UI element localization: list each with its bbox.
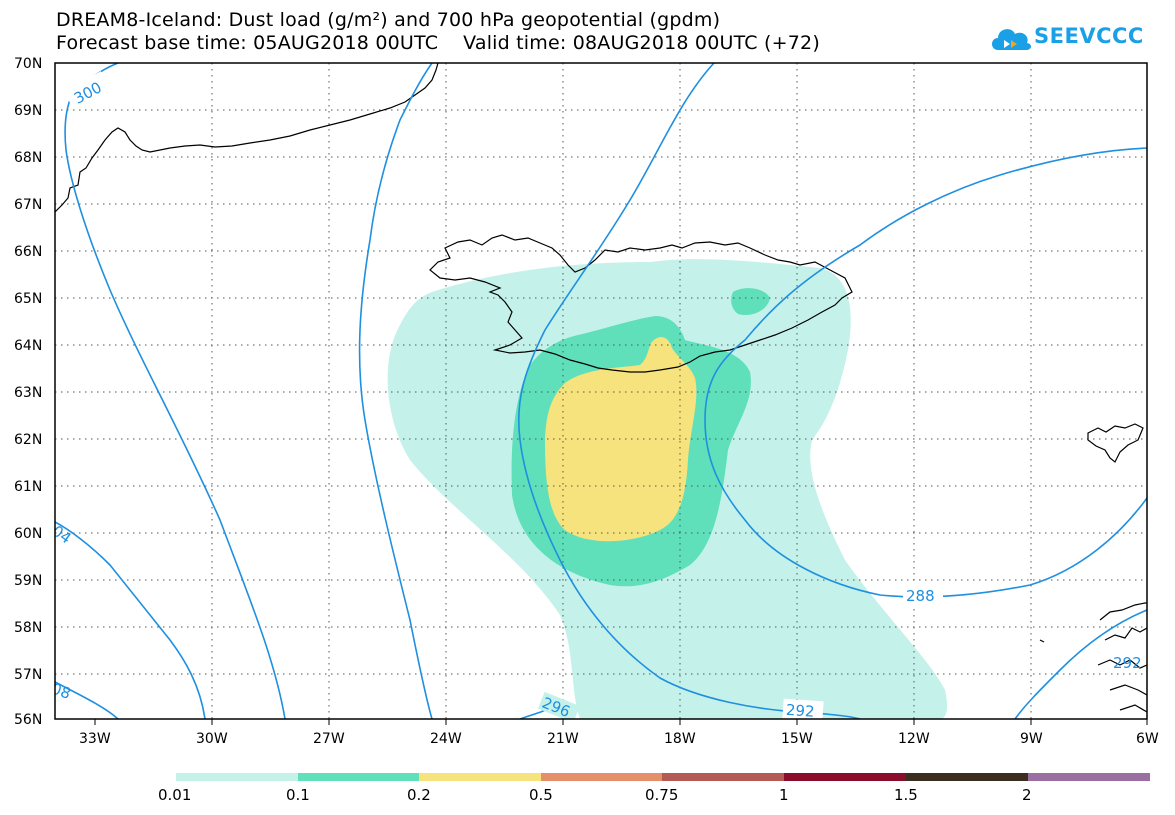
colorbar: 0.01 0.1 0.2 0.5 0.75 1 1.5 2: [158, 773, 1150, 804]
colorbar-swatch-0: [176, 773, 298, 781]
colorbar-swatch-1: [298, 773, 419, 781]
lon-label-15w: 15W: [781, 731, 813, 747]
colorbar-label-5: 1: [779, 786, 789, 804]
cloud-icon: [992, 29, 1032, 50]
colorbar-label-3: 0.5: [529, 786, 553, 804]
lat-label-68n: 68N: [14, 150, 42, 166]
faroe-coast: [1087, 423, 1144, 463]
lat-label-60n: 60N: [14, 526, 42, 542]
dust-area-0.1-east: [731, 288, 770, 316]
colorbar-swatch-7: [1028, 773, 1150, 781]
lat-label-66n: 66N: [14, 244, 42, 260]
grid-lines: [55, 63, 1147, 719]
iceland-coast: [429, 234, 853, 373]
lon-label-33w: 33W: [79, 731, 111, 747]
colorbar-swatch-6: [906, 773, 1028, 781]
lat-label-65n: 65N: [14, 291, 42, 307]
lat-label-62n: 62N: [14, 432, 42, 448]
lon-label-24w: 24W: [430, 731, 462, 747]
colorbar-label-7: 2: [1022, 786, 1032, 804]
map-title: DREAM8-Iceland: Dust load (g/m²) and 700…: [56, 9, 721, 31]
colorbar-label-1: 0.1: [286, 786, 310, 804]
colorbar-label-2: 0.2: [407, 786, 431, 804]
lat-label-59n: 59N: [14, 573, 42, 589]
lon-label-30w: 30W: [196, 731, 228, 747]
lat-label-70n: 70N: [14, 56, 42, 72]
lon-label-27w: 27W: [313, 731, 345, 747]
plot-frame: [54, 62, 1148, 720]
contour-292-se: [1014, 609, 1147, 719]
lat-label-63n: 63N: [14, 385, 42, 401]
forecast-times: Forecast base time: 05AUG2018 00UTC Vali…: [56, 32, 820, 54]
contour-label-308: 308: [40, 676, 73, 703]
lon-label-18w: 18W: [664, 731, 696, 747]
colorbar-swatch-4: [662, 773, 784, 781]
lon-label-9w: 9W: [1020, 731, 1043, 747]
colorbar-swatch-5: [784, 773, 906, 781]
lat-label-69n: 69N: [14, 103, 42, 119]
lon-label-6w: 6W: [1136, 731, 1159, 747]
axis-ticks: [94, 719, 1148, 725]
contour-296-label-line: [517, 63, 861, 719]
contour-label-292-se: 292: [1113, 654, 1142, 672]
logo-text: SEEVCCC: [1034, 24, 1144, 48]
seevccc-logo: SEEVCCC: [988, 18, 1143, 58]
colorbar-label-0: 0.01: [158, 786, 191, 804]
contour-label-292: 292: [785, 701, 815, 721]
lat-label-56n: 56N: [14, 712, 42, 728]
coastlines: [55, 63, 1147, 713]
contour-304: [55, 521, 206, 719]
lon-label-12w: 12W: [898, 731, 930, 747]
contour-308: [55, 681, 119, 719]
longitude-labels: 33W 30W 27W 24W 21W 18W 15W 12W 9W 6W: [79, 731, 1159, 747]
colorbar-label-4: 0.75: [645, 786, 678, 804]
lon-label-21w: 21W: [547, 731, 579, 747]
lat-label-61n: 61N: [14, 479, 42, 495]
colorbar-swatch-3: [541, 773, 662, 781]
contour-label-304: 304: [41, 516, 75, 547]
scotland-coast: [1097, 602, 1147, 713]
colorbar-label-6: 1.5: [894, 786, 918, 804]
lat-label-58n: 58N: [14, 620, 42, 636]
contour-label-288: 288: [906, 587, 935, 605]
colorbar-swatch-2: [419, 773, 541, 781]
svalbard-dots: [1039, 639, 1045, 643]
lat-label-64n: 64N: [14, 338, 42, 354]
contour-300: [64, 63, 286, 719]
contour-296: [358, 63, 433, 719]
greenland-coast: [55, 63, 439, 213]
latitude-labels: 70N 69N 68N 67N 66N 65N 64N 63N 62N 61N …: [14, 56, 42, 728]
dust-area-0.2: [545, 337, 697, 542]
contour-288: [704, 147, 1147, 598]
lat-label-57n: 57N: [14, 667, 42, 683]
lat-label-67n: 67N: [14, 197, 42, 213]
